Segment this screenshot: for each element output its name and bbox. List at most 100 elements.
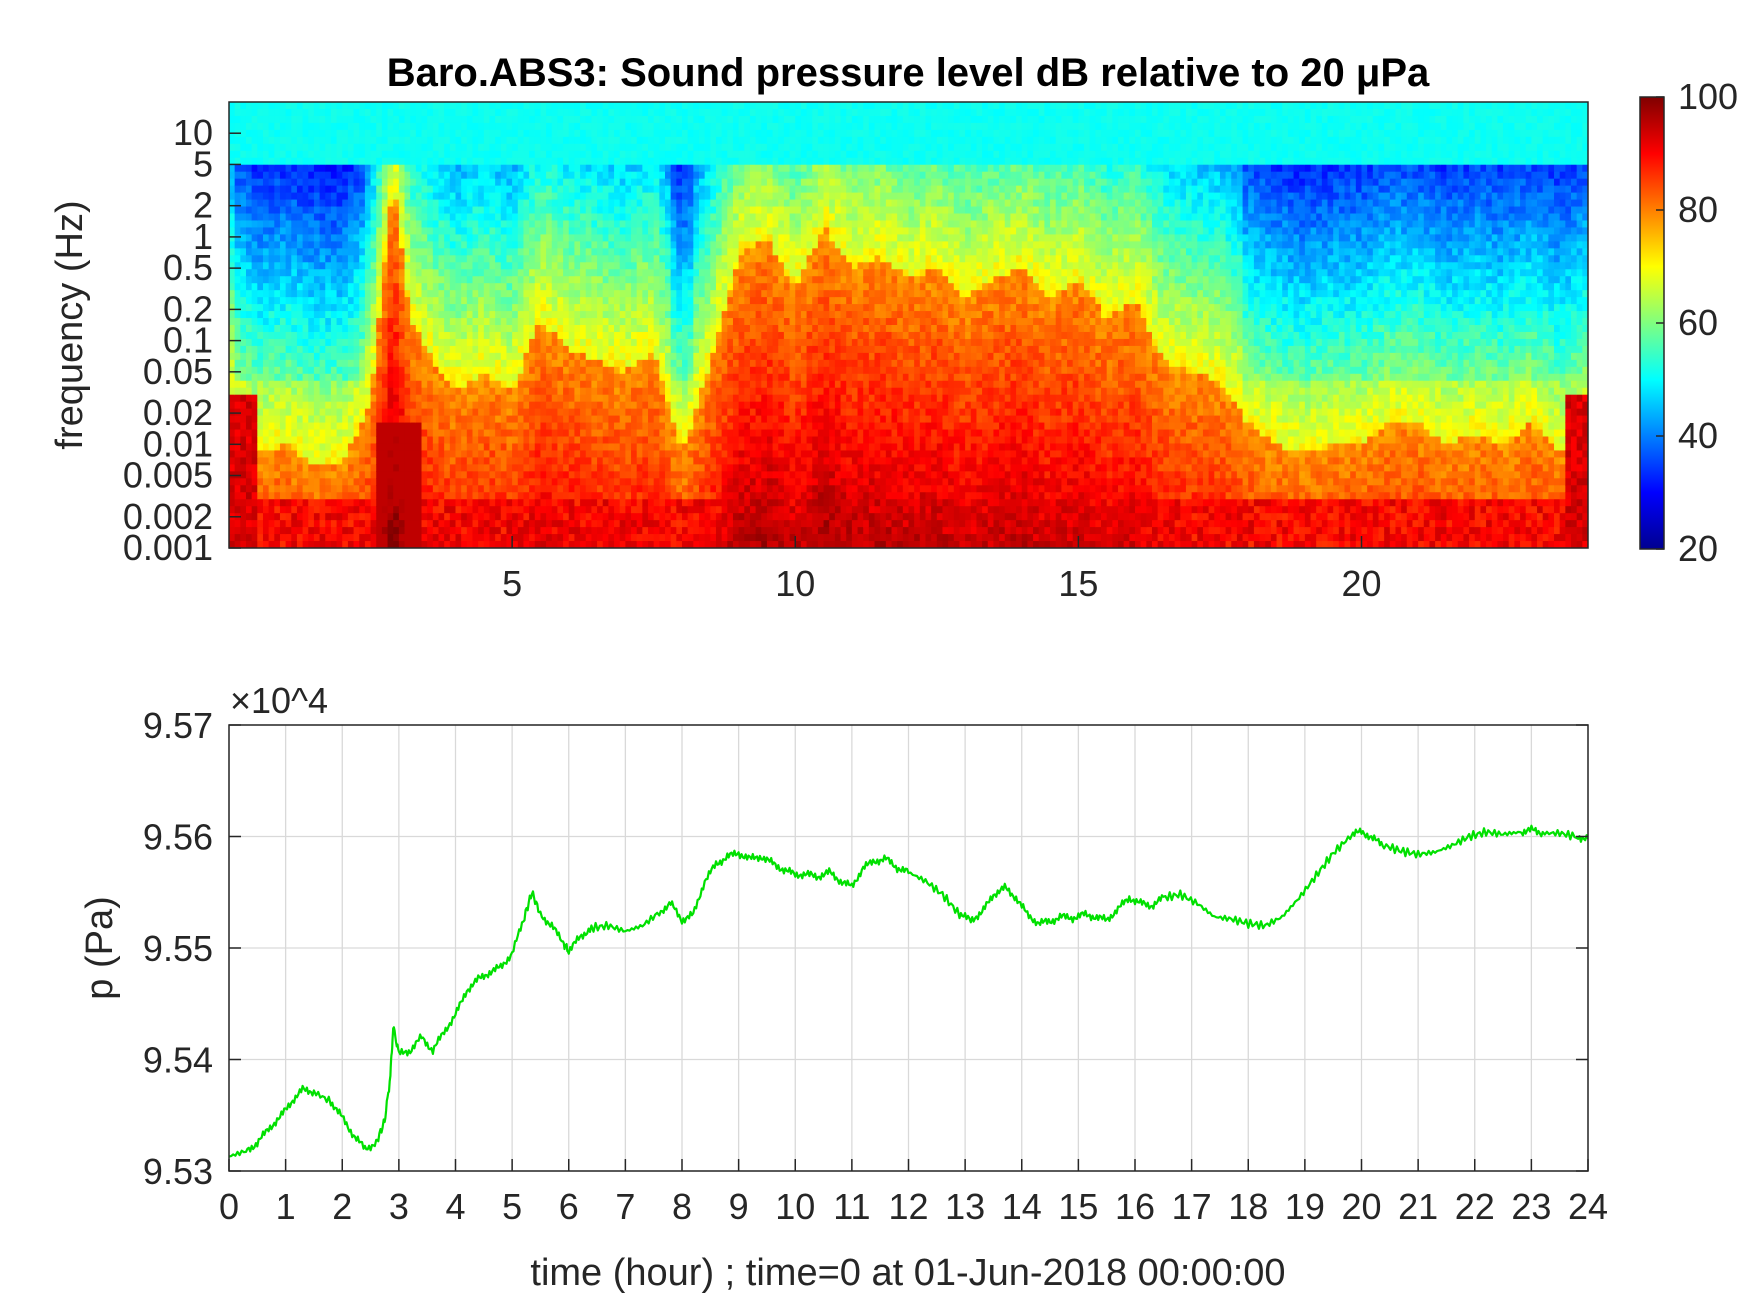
heatmap-cell (517, 255, 525, 263)
heatmap-cell (444, 408, 451, 417)
heatmap-cell (614, 527, 621, 535)
heatmap-cell (563, 304, 570, 312)
heatmap-cell (444, 129, 451, 138)
heatmap-cell (444, 290, 451, 298)
heatmap-cell (234, 143, 241, 152)
heatmap-cell (466, 150, 474, 159)
heatmap-cell (597, 206, 604, 215)
heatmap-cell (257, 415, 264, 424)
heatmap-cell (393, 541, 400, 548)
heatmap-cell (648, 171, 655, 180)
heatmap-cell (387, 234, 394, 242)
heatmap-cell (291, 345, 298, 354)
heatmap-cell (444, 304, 451, 312)
heatmap-cell (568, 248, 576, 256)
heatmap-cell (500, 408, 508, 417)
heatmap-cell (370, 129, 377, 138)
heatmap-cell (517, 150, 525, 159)
heatmap-cell (325, 150, 332, 159)
heatmap-cell (427, 366, 434, 375)
heatmap-cell (512, 157, 519, 166)
heatmap-cell (262, 457, 270, 465)
heatmap-cell (642, 380, 649, 389)
heatmap-cell (495, 527, 502, 535)
heatmap-cell (466, 185, 474, 194)
heatmap-cell (580, 241, 587, 249)
heatmap-cell (234, 492, 241, 500)
heatmap-cell (659, 269, 666, 277)
heatmap-cell (659, 359, 666, 368)
heatmap-cell (523, 122, 530, 131)
heatmap-cell (495, 478, 502, 486)
heatmap-cell (376, 283, 383, 291)
heatmap-cell (546, 206, 553, 215)
heatmap-cell (642, 325, 649, 333)
heatmap-cell (432, 122, 440, 131)
heatmap-cell (665, 255, 672, 263)
heatmap-cell (229, 102, 236, 110)
heatmap-cell (574, 513, 581, 521)
heatmap-cell (251, 394, 258, 403)
heatmap-cell (489, 276, 496, 284)
heatmap-cell (313, 366, 321, 375)
heatmap-cell (381, 331, 389, 340)
heatmap-cell (251, 513, 258, 521)
heatmap-cell (438, 262, 445, 270)
heatmap-cell (245, 366, 253, 375)
heatmap-cell (529, 485, 536, 493)
heatmap-cell (608, 394, 615, 403)
heatmap-cell (449, 534, 457, 542)
heatmap-cell (478, 248, 485, 256)
heatmap-cell (421, 102, 428, 110)
heatmap-cell (483, 506, 491, 514)
heatmap-cell (262, 102, 270, 110)
heatmap-cell (234, 380, 241, 389)
heatmap-cell (404, 220, 411, 229)
heatmap-cell (404, 331, 411, 340)
heatmap-cell (472, 492, 479, 500)
heatmap-cell (449, 401, 457, 410)
heatmap-cell (466, 143, 474, 152)
heatmap-cell (313, 380, 321, 389)
heatmap-cell (359, 290, 366, 298)
heatmap-cell (466, 520, 474, 528)
heatmap-cell (580, 227, 587, 236)
heatmap-cell (359, 541, 366, 548)
heatmap-cell (364, 227, 372, 236)
heatmap-cell (370, 178, 377, 187)
heatmap-cell (563, 520, 570, 528)
heatmap-cell (370, 171, 377, 180)
heatmap-cell (557, 520, 564, 528)
heatmap-cell (262, 227, 270, 236)
heatmap-cell (393, 185, 400, 194)
heatmap-cell (540, 115, 547, 124)
heatmap-cell (274, 255, 281, 263)
heatmap-cell (393, 345, 400, 354)
heatmap-cell (398, 143, 406, 152)
heatmap-cell (591, 311, 598, 319)
heatmap-cell (517, 297, 525, 305)
heatmap-cell (308, 373, 315, 382)
heatmap-cell (376, 541, 383, 548)
heatmap-cell (540, 373, 547, 382)
heatmap-cell (257, 345, 264, 354)
heatmap-cell (580, 311, 587, 319)
heatmap-cell (523, 325, 530, 333)
heatmap-cell (489, 345, 496, 354)
heatmap-cell (580, 408, 587, 417)
heatmap-cell (393, 248, 400, 256)
heatmap-cell (455, 115, 462, 124)
heatmap-cell (461, 506, 468, 514)
heatmap-cell (444, 241, 451, 249)
heatmap-cell (557, 206, 564, 215)
heatmap-cell (353, 220, 360, 229)
heatmap-cell (268, 436, 275, 445)
heatmap-cell (466, 171, 474, 180)
heatmap-cell (585, 220, 592, 229)
heatmap-cell (257, 297, 264, 305)
heatmap-cell (574, 366, 581, 375)
heatmap-cell (631, 366, 638, 375)
heatmap-cell (483, 290, 491, 298)
heatmap-cell (648, 457, 655, 465)
heatmap-cell (353, 241, 360, 249)
